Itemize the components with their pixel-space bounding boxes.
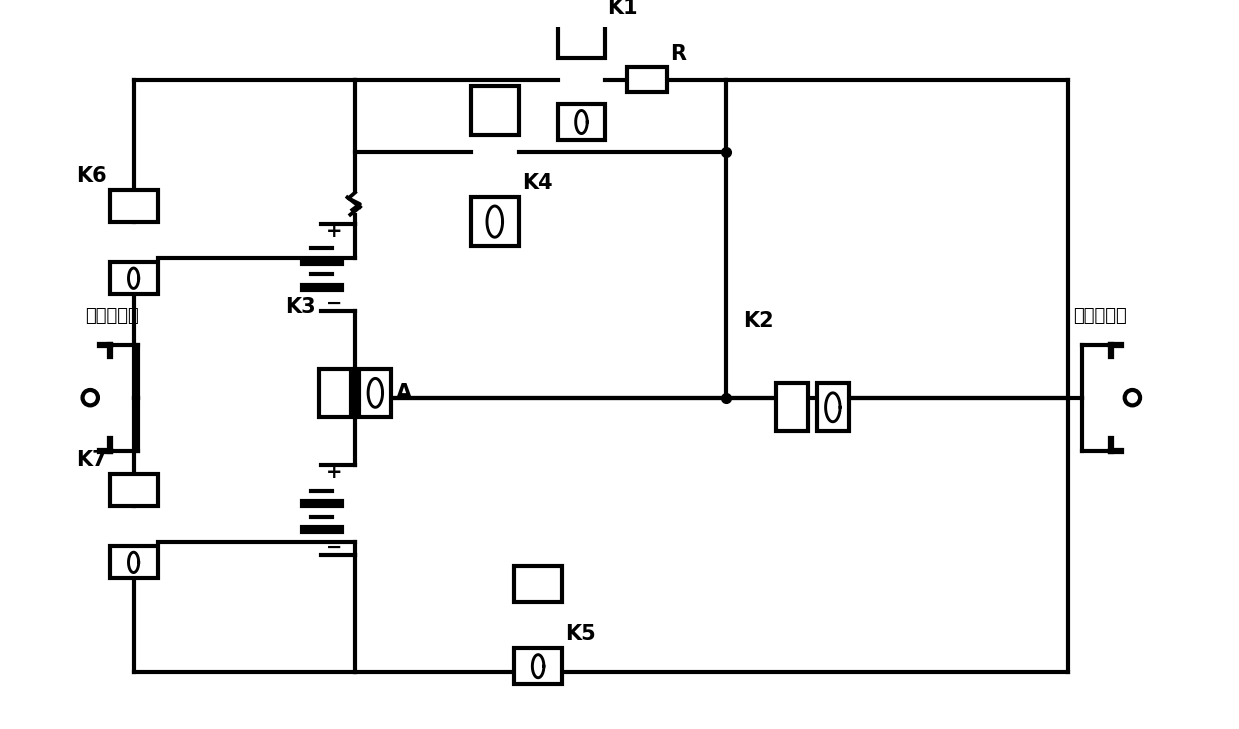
Text: +: + <box>326 463 343 482</box>
Text: K4: K4 <box>522 174 553 193</box>
Text: −: − <box>326 294 343 313</box>
Bar <box>109 547 157 578</box>
Bar <box>559 104 605 140</box>
Bar <box>817 383 849 432</box>
Text: K7: K7 <box>76 451 107 470</box>
Bar <box>109 475 157 506</box>
Text: K3: K3 <box>285 297 316 317</box>
Bar <box>109 262 157 294</box>
Bar <box>514 566 563 602</box>
Bar <box>514 648 563 685</box>
Text: 驱动接插件: 驱动接插件 <box>1073 307 1126 325</box>
Bar <box>359 369 392 417</box>
Bar <box>471 87 519 135</box>
Text: −: − <box>326 537 343 557</box>
Bar <box>471 198 519 246</box>
Bar <box>109 190 157 222</box>
Bar <box>318 369 351 417</box>
Text: K2: K2 <box>743 311 773 331</box>
Bar <box>627 67 667 93</box>
Text: +: + <box>326 222 343 241</box>
Text: K5: K5 <box>565 624 596 644</box>
Text: 快充接插件: 快充接插件 <box>85 307 139 325</box>
Bar <box>777 383 808 432</box>
Text: A: A <box>396 383 413 403</box>
Text: K6: K6 <box>76 166 107 186</box>
Text: R: R <box>670 44 686 64</box>
Text: K1: K1 <box>607 0 638 18</box>
Bar <box>559 22 605 58</box>
